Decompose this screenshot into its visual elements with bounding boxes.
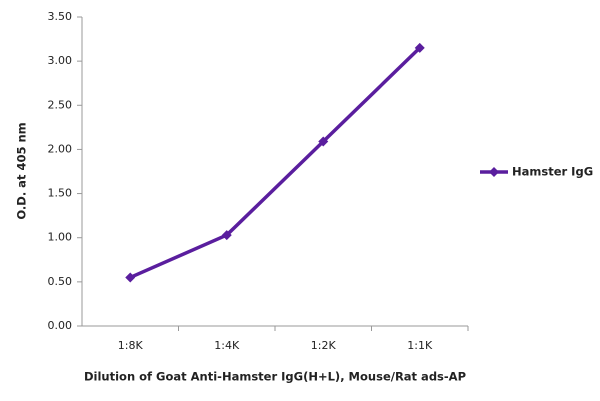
legend-marker — [489, 167, 499, 177]
y-axis-title: O.D. at 405 nm — [15, 122, 29, 219]
data-line — [129, 46, 421, 280]
data-marker — [414, 42, 425, 53]
data-marker — [318, 136, 329, 147]
data-marker — [125, 272, 136, 283]
y-tick-label: 0.00 — [48, 319, 73, 332]
x-tick-label: 1:8K — [118, 339, 144, 352]
y-tick-label: 3.00 — [48, 54, 73, 67]
y-tick-label: 1.50 — [48, 187, 73, 200]
x-axis-title: Dilution of Goat Anti-Hamster IgG(H+L), … — [84, 370, 466, 384]
x-tick-label: 1:1K — [407, 339, 433, 352]
x-tick-label: 1:4K — [214, 339, 240, 352]
y-tick-label: 3.50 — [48, 10, 73, 23]
legend-label: Hamster IgG — [512, 165, 593, 179]
y-tick-label: 2.00 — [48, 142, 73, 155]
data-marker — [221, 230, 232, 241]
x-tick-label: 1:2K — [311, 339, 337, 352]
y-tick-label: 0.50 — [48, 275, 73, 288]
y-tick-label: 1.00 — [48, 231, 73, 244]
y-tick-label: 2.50 — [48, 98, 73, 111]
